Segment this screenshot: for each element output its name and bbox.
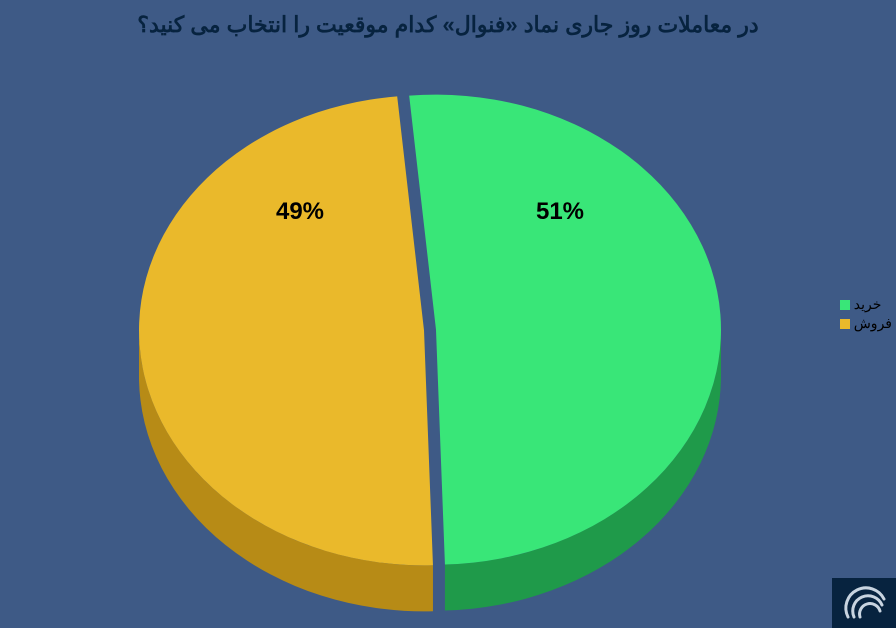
chart-title: در معاملات روز جاری نماد «فنوال» کدام مو… [0,12,896,38]
chart-container: در معاملات روز جاری نماد «فنوال» کدام مو… [0,0,896,628]
legend-swatch [840,300,850,310]
legend-swatch [840,319,850,329]
legend: خرید فروش [840,294,892,334]
legend-item: فروش [840,315,892,332]
logo [832,578,896,628]
logo-icon [840,583,888,623]
legend-item: خرید [840,296,892,313]
slice-label: 51% [536,198,584,226]
slice-label: 49% [276,198,324,226]
pie-chart [129,79,731,627]
legend-label: فروش [854,315,892,332]
legend-label: خرید [854,296,882,313]
